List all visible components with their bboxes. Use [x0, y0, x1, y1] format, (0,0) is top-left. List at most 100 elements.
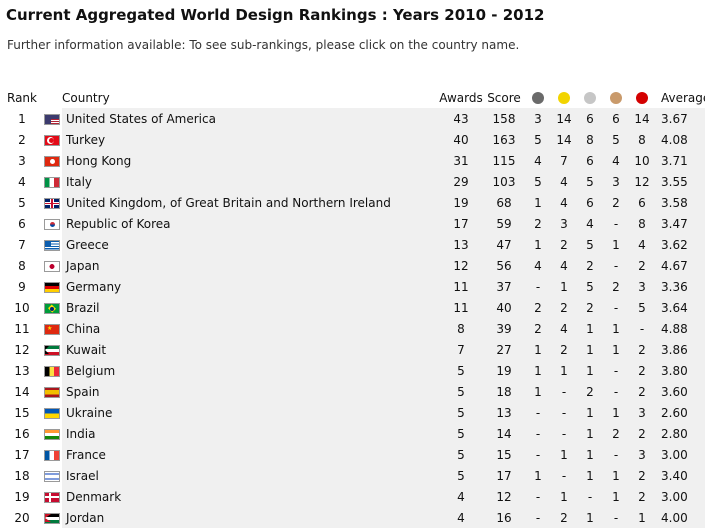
silver-medal-count: 1 — [577, 318, 603, 339]
flag-spain-icon — [44, 386, 60, 398]
average-cell: 3.64 — [655, 297, 705, 318]
country-link[interactable]: China — [62, 318, 439, 339]
awards-cell: 11 — [439, 276, 483, 297]
country-link[interactable]: Jordan — [62, 507, 439, 528]
flag-jordan-icon — [44, 512, 60, 524]
rankings-table: Rank Country Awards Score Average 1 Unite… — [0, 87, 705, 528]
bronze-medal-count: - — [603, 297, 629, 318]
country-link[interactable]: United Kingdom, of Great Britain and Nor… — [62, 192, 439, 213]
country-link[interactable]: Brazil — [62, 297, 439, 318]
yellow-medal-count: 4 — [551, 255, 577, 276]
country-link[interactable]: Israel — [62, 465, 439, 486]
bronze-medal-count: 2 — [603, 192, 629, 213]
red-medal-count: 3 — [629, 276, 655, 297]
flag-france-icon — [44, 449, 60, 461]
score-cell: 14 — [483, 423, 525, 444]
country-link[interactable]: Hong Kong — [62, 150, 439, 171]
country-link[interactable]: Republic of Korea — [62, 213, 439, 234]
country-link[interactable]: France — [62, 444, 439, 465]
awards-cell: 7 — [439, 339, 483, 360]
silver-medal-count: 2 — [577, 297, 603, 318]
table-row: 2 Turkey 40 163 5 14 8 5 8 4.08 — [0, 129, 705, 150]
average-cell: 3.00 — [655, 444, 705, 465]
rank-cell: 18 — [14, 468, 30, 483]
yellow-medal-count: 2 — [551, 234, 577, 255]
country-link[interactable]: Japan — [62, 255, 439, 276]
flag-turkey-icon — [44, 134, 60, 146]
header-rank: Rank — [7, 90, 37, 105]
flag-india-icon — [44, 428, 60, 440]
yellow-medal-count: 14 — [551, 108, 577, 129]
country-link[interactable]: United States of America — [62, 108, 439, 129]
average-cell: 2.80 — [655, 423, 705, 444]
country-link[interactable]: Kuwait — [62, 339, 439, 360]
score-cell: 37 — [483, 276, 525, 297]
silver-medal-count: 6 — [577, 108, 603, 129]
country-link[interactable]: Belgium — [62, 360, 439, 381]
table-row: 6 Republic of Korea 17 59 2 3 4-8 3.47 — [0, 213, 705, 234]
bronze-medal-count: - — [603, 381, 629, 402]
grey-medal-count: 2 — [525, 318, 551, 339]
bronze-medal-count: 1 — [603, 465, 629, 486]
awards-cell: 5 — [439, 360, 483, 381]
red-medal-count: 2 — [629, 360, 655, 381]
score-cell: 19 — [483, 360, 525, 381]
country-link[interactable]: Ukraine — [62, 402, 439, 423]
red-medal-count: 2 — [629, 255, 655, 276]
red-medal-count: 8 — [629, 213, 655, 234]
awards-cell: 31 — [439, 150, 483, 171]
silver-medal-count: 4 — [577, 213, 603, 234]
average-cell: 3.55 — [655, 171, 705, 192]
country-link[interactable]: Denmark — [62, 486, 439, 507]
yellow-medal-count: 14 — [551, 129, 577, 150]
bronze-medal-count: - — [603, 360, 629, 381]
red-medal-count: 14 — [629, 108, 655, 129]
red-medal-count: - — [629, 318, 655, 339]
yellow-medal-count: - — [551, 465, 577, 486]
grey-medal-count: - — [525, 402, 551, 423]
country-link[interactable]: Germany — [62, 276, 439, 297]
red-medal-count: 3 — [629, 444, 655, 465]
flag-belgium-icon — [44, 365, 60, 377]
grey-medal-count: 1 — [525, 381, 551, 402]
average-cell: 3.80 — [655, 360, 705, 381]
country-link[interactable]: India — [62, 423, 439, 444]
table-row: 5 United Kingdom, of Great Britain and No… — [0, 192, 705, 213]
score-cell: 18 — [483, 381, 525, 402]
red-medal-count: 2 — [629, 465, 655, 486]
silver-medal-count: 5 — [577, 276, 603, 297]
header-awards: Awards — [439, 90, 483, 105]
flag-usa-icon — [44, 113, 60, 125]
country-link[interactable]: Spain — [62, 381, 439, 402]
score-cell: 68 — [483, 192, 525, 213]
silver-medal-count: 1 — [577, 402, 603, 423]
awards-cell: 5 — [439, 444, 483, 465]
flag-china-icon: ★ — [44, 323, 60, 335]
table-row: 14 Spain 5 18 1-2-2 3.60 — [0, 381, 705, 402]
flag-korea-icon — [44, 218, 60, 230]
rank-cell: 15 — [14, 405, 30, 420]
red-medal-count: 6 — [629, 192, 655, 213]
grey-medal-count: 5 — [525, 129, 551, 150]
rank-cell: 17 — [14, 447, 30, 462]
table-header-row: Rank Country Awards Score Average — [0, 87, 705, 108]
grey-medal-count: 1 — [525, 234, 551, 255]
rank-cell: 4 — [18, 174, 26, 189]
country-link[interactable]: Greece — [62, 234, 439, 255]
rank-cell: 9 — [18, 279, 26, 294]
yellow-medal-count: - — [551, 423, 577, 444]
country-link[interactable]: Turkey — [62, 129, 439, 150]
bronze-medal-icon — [610, 92, 622, 104]
yellow-medal-count: 1 — [551, 444, 577, 465]
country-link[interactable]: Italy — [62, 171, 439, 192]
average-cell: 4.00 — [655, 507, 705, 528]
flag-hong-kong-icon — [44, 155, 60, 167]
red-medal-count: 10 — [629, 150, 655, 171]
average-cell: 3.67 — [655, 108, 705, 129]
awards-cell: 40 — [439, 129, 483, 150]
score-cell: 15 — [483, 444, 525, 465]
yellow-medal-count: - — [551, 402, 577, 423]
awards-cell: 43 — [439, 108, 483, 129]
grey-medal-count: 1 — [525, 192, 551, 213]
bronze-medal-count: 3 — [603, 171, 629, 192]
